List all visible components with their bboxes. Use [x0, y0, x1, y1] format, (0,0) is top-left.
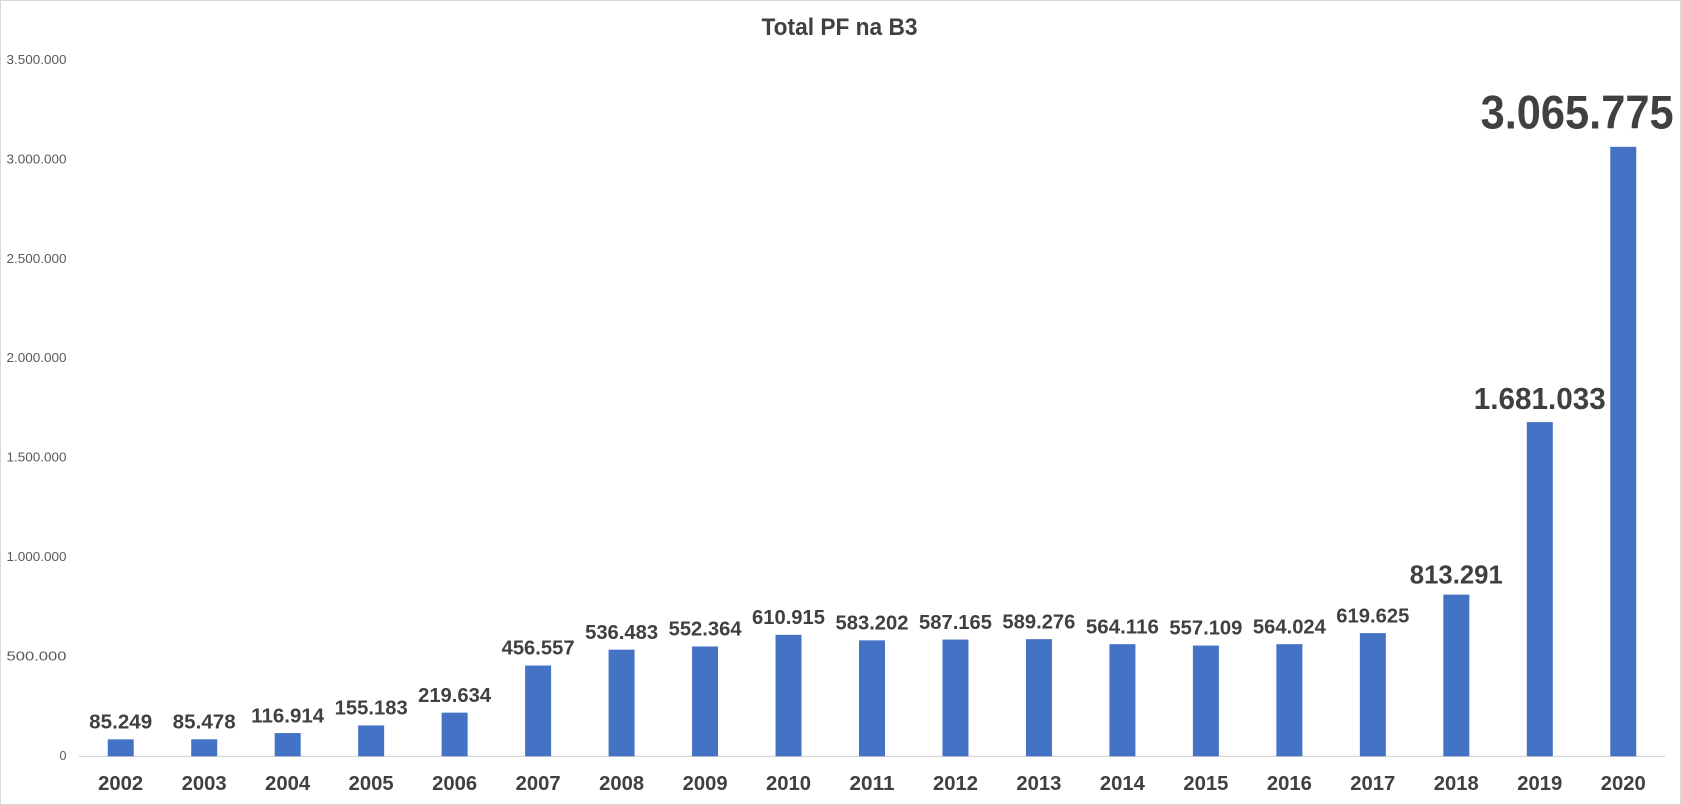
svg-text:2018: 2018 — [1434, 773, 1479, 795]
svg-text:2011: 2011 — [850, 773, 895, 795]
svg-text:2019: 2019 — [1517, 773, 1562, 795]
svg-text:2013: 2013 — [1016, 773, 1061, 795]
svg-text:552.364: 552.364 — [669, 619, 743, 641]
svg-text:2020: 2020 — [1601, 773, 1646, 795]
svg-text:219.634: 219.634 — [418, 685, 492, 707]
svg-text:564.024: 564.024 — [1253, 616, 1327, 638]
svg-text:2017: 2017 — [1350, 773, 1395, 795]
svg-text:155.183: 155.183 — [335, 698, 408, 720]
svg-text:2009: 2009 — [683, 773, 728, 795]
svg-text:2016: 2016 — [1267, 773, 1312, 795]
svg-text:589.276: 589.276 — [1002, 611, 1075, 633]
svg-text:2.500.000: 2.500.000 — [7, 252, 67, 266]
svg-text:1.681.033: 1.681.033 — [1474, 381, 1606, 416]
svg-text:456.557: 456.557 — [502, 638, 575, 660]
svg-text:2008: 2008 — [599, 773, 644, 795]
svg-text:2014: 2014 — [1100, 773, 1146, 795]
svg-text:2002: 2002 — [98, 773, 143, 795]
svg-text:2012: 2012 — [933, 773, 978, 795]
svg-text:Total PF na B3: Total PF na B3 — [762, 14, 918, 41]
svg-text:1.000.000: 1.000.000 — [7, 550, 67, 564]
svg-text:3.065.775: 3.065.775 — [1481, 86, 1674, 139]
svg-text:500.000: 500.000 — [7, 649, 67, 663]
svg-text:85.478: 85.478 — [173, 712, 236, 734]
svg-text:2010: 2010 — [766, 773, 811, 795]
svg-text:2003: 2003 — [182, 773, 227, 795]
svg-text:619.625: 619.625 — [1336, 605, 1409, 627]
svg-text:1.500.000: 1.500.000 — [7, 451, 67, 465]
svg-text:2015: 2015 — [1183, 773, 1228, 795]
svg-text:2.000.000: 2.000.000 — [7, 351, 67, 365]
svg-text:85.249: 85.249 — [89, 712, 152, 734]
svg-text:813.291: 813.291 — [1410, 559, 1503, 589]
svg-text:564.116: 564.116 — [1086, 616, 1159, 638]
svg-text:2005: 2005 — [349, 773, 394, 795]
svg-text:536.483: 536.483 — [585, 622, 658, 644]
svg-text:557.109: 557.109 — [1169, 618, 1242, 640]
svg-text:3.000.000: 3.000.000 — [7, 152, 67, 166]
svg-text:2004: 2004 — [265, 773, 311, 795]
svg-text:587.165: 587.165 — [919, 612, 992, 634]
svg-text:610.915: 610.915 — [752, 607, 825, 629]
svg-text:3.500.000: 3.500.000 — [7, 53, 67, 67]
svg-text:116.914: 116.914 — [251, 705, 325, 727]
svg-text:2007: 2007 — [516, 773, 561, 795]
svg-text:583.202: 583.202 — [836, 613, 909, 635]
svg-text:2006: 2006 — [432, 773, 477, 795]
svg-text:0: 0 — [60, 749, 67, 763]
